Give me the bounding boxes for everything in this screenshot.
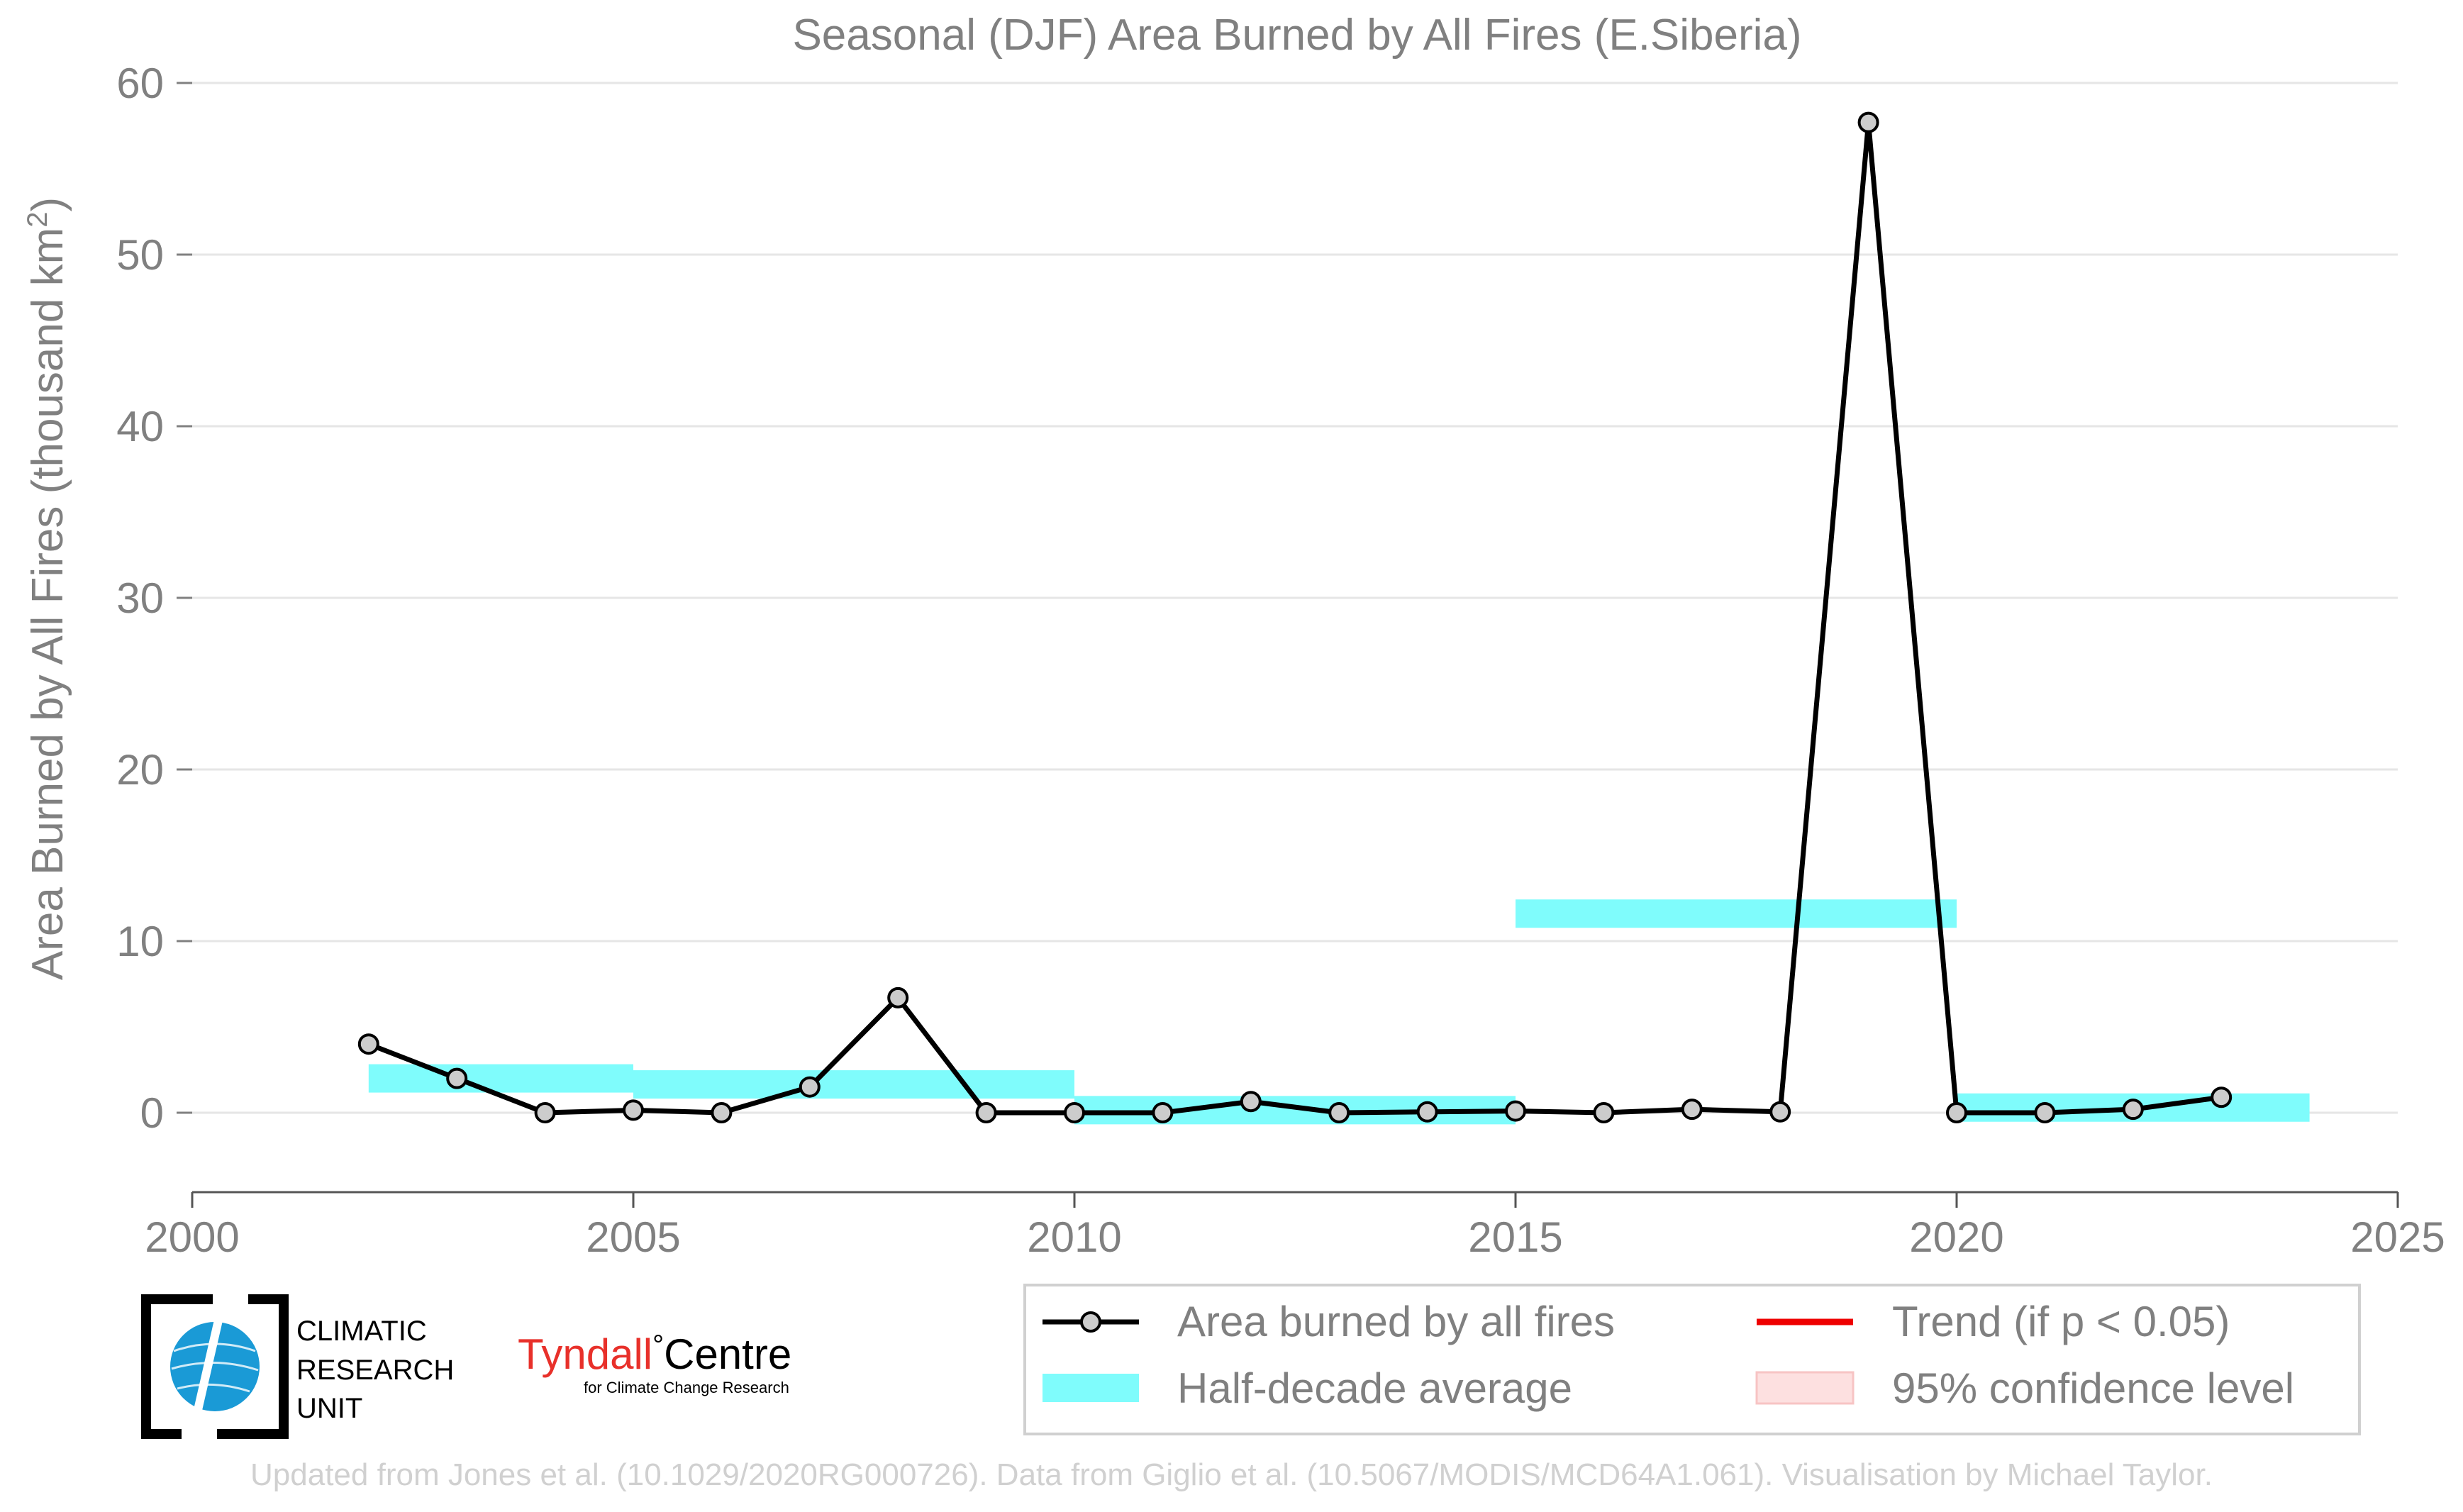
y-tick-label-50: 50 [116,231,164,279]
series-line-0 [367,120,2222,1116]
x-axis: 2000 2005 2010 2015 2020 2025 [145,1191,2445,1261]
legend-marker-swatch [1080,1311,1101,1333]
cru-logo: CLIMATIC RESEARCH UNIT [141,1288,454,1445]
data-point-2023 [2211,1086,2233,1108]
legend-confidence-swatch [1755,1371,1855,1405]
data-point-2014 [1416,1101,1438,1123]
legend-label-trend: Trend (if p < 0.05) [1892,1298,2230,1345]
grid-lines [192,82,2398,1114]
half-decade-average-bands [368,899,2310,1125]
y-axis-label: Area Burned by All Fires (thousand km2) [22,197,72,980]
data-point-2005 [623,1099,644,1121]
y-tick-label-40: 40 [116,403,164,450]
tyndall-logo: Tyndall°Centre for Climate Change Resear… [518,1330,791,1396]
data-point-2004 [534,1102,556,1123]
x-tick-label-2025: 2025 [2350,1213,2445,1261]
data-point-2010 [1064,1102,1085,1123]
cru-logo-line-3: UNIT [296,1393,362,1424]
y-axis-label-sup: 2 [22,212,53,228]
y-tick-label-60: 60 [116,60,164,107]
x-tick-label-2010: 2010 [1027,1213,1121,1261]
cru-logo-left-bracket [141,1294,213,1439]
tyndall-logo-name: Tyndall [518,1330,652,1378]
data-point-2009 [975,1102,997,1123]
tyndall-logo-title: Tyndall°Centre [518,1330,791,1378]
legend-label-half-decade: Half-decade average [1177,1364,1572,1412]
x-tick-label-2000: 2000 [145,1213,239,1261]
data-point-2007 [799,1076,821,1098]
tyndall-logo-centre: Centre [664,1330,791,1378]
footer-credits: Updated from Jones et al. (10.1029/2020R… [250,1457,2213,1492]
x-tick-label-2020: 2020 [1909,1213,2003,1261]
cru-logo-line-2: RESEARCH [296,1355,454,1386]
half-decade-band-3 [1516,899,1957,928]
data-point-2018 [1769,1101,1791,1123]
data-point-2022 [2122,1099,2144,1121]
legend: Area burned by all fires Trend (if p < 0… [1023,1284,2361,1435]
data-point-2006 [711,1102,733,1123]
legend-label-confidence: 95% confidence level [1892,1364,2294,1412]
data-point-2011 [1152,1102,1174,1123]
series-area-burned [357,111,2233,1123]
data-point-2017 [1681,1099,1703,1121]
legend-label-area-burned: Area burned by all fires [1177,1298,1615,1345]
data-point-2021 [2034,1102,2056,1123]
y-tick-label-20: 20 [116,746,164,794]
data-point-2019 [1857,111,1879,133]
y-tick-label-30: 30 [116,574,164,622]
x-tick-label-2005: 2005 [586,1213,680,1261]
tyndall-logo-degree: ° [652,1330,664,1361]
data-point-2012 [1240,1091,1262,1113]
half-decade-band-0 [368,1064,633,1093]
x-tick-label-2015: 2015 [1468,1213,1562,1261]
data-point-2016 [1593,1102,1615,1123]
y-tick-label-10: 10 [116,918,164,965]
data-point-2003 [446,1067,468,1089]
tyndall-logo-subtitle: for Climate Change Research [584,1379,789,1396]
data-point-2015 [1505,1100,1526,1122]
chart-title: Seasonal (DJF) Area Burned by All Fires … [792,11,1801,60]
cru-logo-right-bracket [217,1294,289,1439]
y-tick-labels: 0 10 20 30 40 50 60 [116,60,192,1137]
y-axis-label-tail: ) [23,197,72,212]
y-tick-label-0: 0 [140,1089,164,1137]
half-decade-band-1 [633,1070,1074,1099]
legend-half-decade-swatch [1043,1374,1139,1402]
data-point-2020 [1946,1102,1967,1123]
data-point-2002 [357,1033,379,1055]
legend-box [1023,1284,2361,1435]
data-point-2013 [1328,1102,1350,1123]
cru-logo-line-1: CLIMATIC [296,1316,427,1347]
y-axis-label-main: Area Burned by All Fires (thousand km [23,228,72,980]
data-point-2008 [887,986,909,1008]
cru-logo-slash [186,1288,230,1445]
